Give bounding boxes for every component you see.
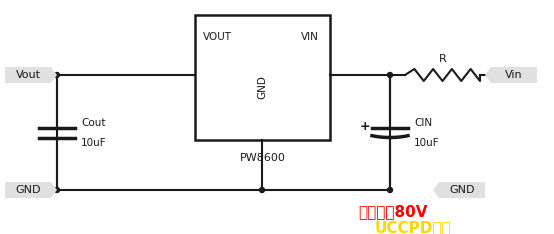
Text: 10uF: 10uF: [414, 139, 440, 149]
Text: VOUT: VOUT: [203, 32, 232, 42]
Text: GND: GND: [258, 76, 268, 99]
Text: GND: GND: [16, 185, 41, 195]
Text: GND: GND: [449, 185, 475, 195]
Polygon shape: [5, 182, 57, 198]
Text: +: +: [360, 120, 370, 133]
Text: Vin: Vin: [505, 70, 523, 80]
Text: Vout: Vout: [16, 70, 40, 80]
Text: R: R: [439, 54, 447, 64]
Text: Cout: Cout: [81, 118, 105, 128]
Circle shape: [54, 187, 59, 193]
Circle shape: [387, 73, 392, 77]
Bar: [195, 15, 330, 140]
Text: PW8600: PW8600: [239, 153, 285, 163]
Text: CIN: CIN: [414, 118, 432, 128]
Text: 10uF: 10uF: [81, 139, 106, 149]
Circle shape: [387, 187, 392, 193]
Text: UCCPD论坛: UCCPD论坛: [375, 220, 452, 234]
Circle shape: [54, 73, 59, 77]
Polygon shape: [5, 67, 57, 83]
Circle shape: [259, 187, 264, 193]
Polygon shape: [485, 67, 537, 83]
Text: 最高输入80V: 最高输入80V: [358, 205, 428, 219]
Text: VIN: VIN: [301, 32, 319, 42]
Polygon shape: [433, 182, 485, 198]
